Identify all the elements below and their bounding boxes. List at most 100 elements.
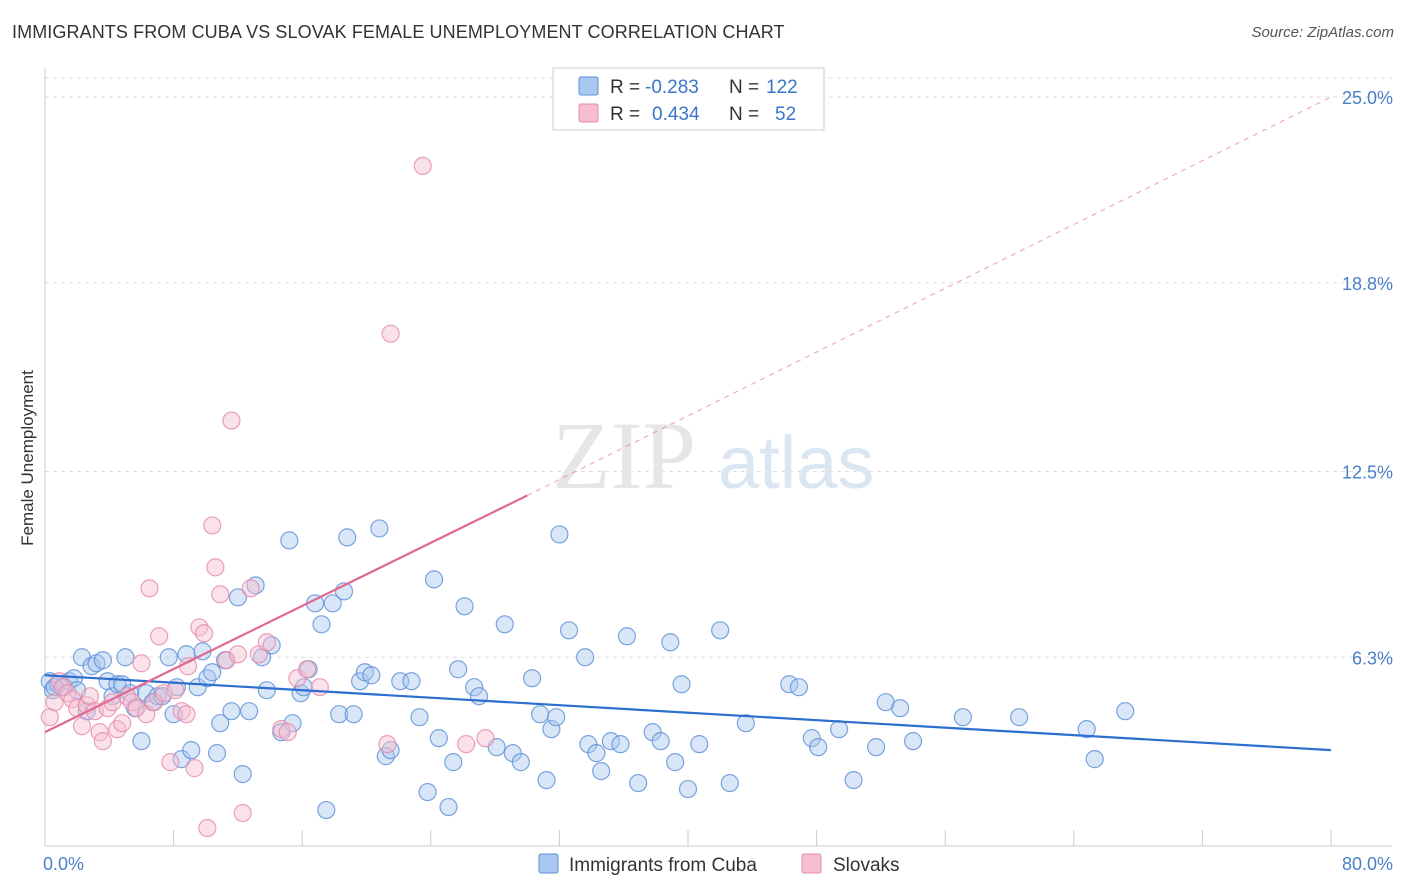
point-slovak-9 — [80, 687, 100, 706]
legend-n-value-slovak: 52 — [775, 104, 796, 125]
point-slovak-39 — [222, 411, 241, 430]
legend-n-label-cuba: N = — [729, 77, 759, 98]
y-tick-label-0: 6.3% — [1352, 648, 1393, 668]
series-legend: Immigrants from Cuba Slovaks — [538, 853, 900, 876]
point-cuba-32 — [198, 669, 217, 688]
point-cuba-100 — [672, 675, 691, 694]
point-slovak-36 — [206, 558, 225, 577]
point-cuba-61 — [362, 666, 381, 685]
legend-r-value-cuba: -0.283 — [645, 77, 699, 98]
point-slovak-7 — [72, 717, 92, 736]
point-cuba-47 — [283, 714, 302, 733]
point-cuba-102 — [690, 735, 709, 754]
x-tick-label-1: 80.0% — [1342, 854, 1393, 874]
point-cuba-82 — [531, 705, 550, 724]
point-cuba-68 — [418, 782, 437, 802]
point-cuba-105 — [736, 714, 755, 733]
point-slovak-3 — [53, 678, 72, 697]
point-slovak-44 — [257, 633, 276, 652]
point-slovak-15 — [108, 720, 127, 739]
point-cuba-72 — [444, 753, 463, 772]
point-cuba-66 — [402, 672, 421, 691]
point-cuba-37 — [222, 702, 241, 721]
point-slovak-53 — [457, 735, 476, 754]
point-cuba-76 — [469, 687, 489, 706]
trend-line-slovak — [44, 494, 528, 734]
x-tick-labels: 0.0% 80.0% — [43, 854, 1393, 874]
point-cuba-71 — [439, 797, 458, 817]
point-cuba-108 — [802, 729, 821, 748]
point-slovak-26 — [161, 753, 180, 772]
watermark-atlas: atlas — [718, 421, 874, 504]
point-cuba-101 — [678, 779, 698, 799]
y-tick-label-1: 12.5% — [1342, 463, 1393, 483]
point-cuba-73 — [449, 660, 468, 679]
point-cuba-11 — [93, 651, 112, 670]
bottom-legend-label-cuba: Immigrants from Cuba — [569, 855, 757, 876]
point-cuba-98 — [661, 633, 680, 652]
point-cuba-74 — [455, 597, 474, 616]
point-cuba-67 — [410, 708, 429, 727]
point-slovak-34 — [198, 818, 217, 838]
point-slovak-54 — [476, 729, 495, 748]
point-slovak-49 — [310, 678, 329, 697]
point-cuba-55 — [330, 705, 349, 724]
point-cuba-109 — [809, 738, 828, 757]
point-cuba-33 — [203, 663, 222, 682]
point-cuba-116 — [953, 708, 972, 727]
point-slovak-25 — [154, 684, 174, 703]
point-cuba-97 — [651, 732, 670, 751]
point-slovak-28 — [172, 702, 191, 721]
series-slovak-points — [40, 156, 495, 838]
point-cuba-83 — [537, 770, 556, 790]
point-slovak-31 — [185, 759, 204, 778]
point-cuba-59 — [350, 672, 370, 691]
point-cuba-84 — [542, 720, 561, 739]
point-cuba-39 — [233, 764, 252, 784]
x-tick-label-0: 0.0% — [43, 854, 84, 874]
point-cuba-112 — [866, 738, 886, 757]
y-axis-label: Female Unemployment — [18, 370, 37, 546]
point-cuba-58 — [344, 705, 363, 724]
point-slovak-50 — [378, 735, 397, 754]
bottom-legend-swatch-slovak — [801, 853, 822, 874]
y-tick-label-3: 25.0% — [1342, 88, 1393, 108]
point-cuba-9 — [82, 657, 101, 676]
point-cuba-62 — [370, 519, 389, 538]
point-slovak-33 — [195, 624, 214, 643]
bottom-legend-swatch-cuba — [538, 853, 559, 874]
point-cuba-80 — [511, 753, 530, 772]
watermark-zip: ZIP — [552, 402, 696, 509]
point-cuba-53 — [317, 800, 336, 820]
point-cuba-88 — [576, 648, 595, 667]
point-slovak-27 — [166, 681, 185, 700]
point-cuba-119 — [1085, 750, 1104, 769]
point-cuba-85 — [547, 708, 566, 727]
point-cuba-81 — [522, 669, 542, 688]
trend-line-cuba — [44, 674, 1332, 752]
axes — [44, 68, 1392, 847]
point-cuba-41 — [246, 576, 265, 595]
point-slovak-35 — [203, 516, 222, 535]
point-cuba-93 — [611, 735, 630, 754]
correlation-legend: R = -0.283 N = 122 R = 0.434 N = 52 — [552, 67, 825, 131]
point-cuba-94 — [617, 627, 637, 646]
source-label: Source: ZipAtlas.com — [1251, 24, 1394, 41]
point-cuba-110 — [830, 720, 849, 739]
point-cuba-87 — [559, 621, 579, 640]
point-slovak-22 — [140, 579, 159, 598]
point-slovak-16 — [113, 714, 132, 733]
legend-r-label-cuba: R = — [610, 77, 640, 98]
point-slovak-46 — [278, 723, 297, 742]
point-slovak-20 — [132, 654, 151, 673]
trend-lines — [44, 96, 1332, 752]
point-cuba-46 — [280, 531, 299, 550]
legend-n-value-cuba: 122 — [766, 77, 798, 98]
point-cuba-75 — [465, 678, 484, 697]
point-cuba-52 — [312, 615, 331, 634]
trend-line-slovak-extrapolated — [526, 96, 1332, 497]
point-cuba-34 — [207, 744, 227, 763]
series-cuba-points — [40, 519, 1135, 820]
point-slovak-0 — [40, 708, 59, 727]
